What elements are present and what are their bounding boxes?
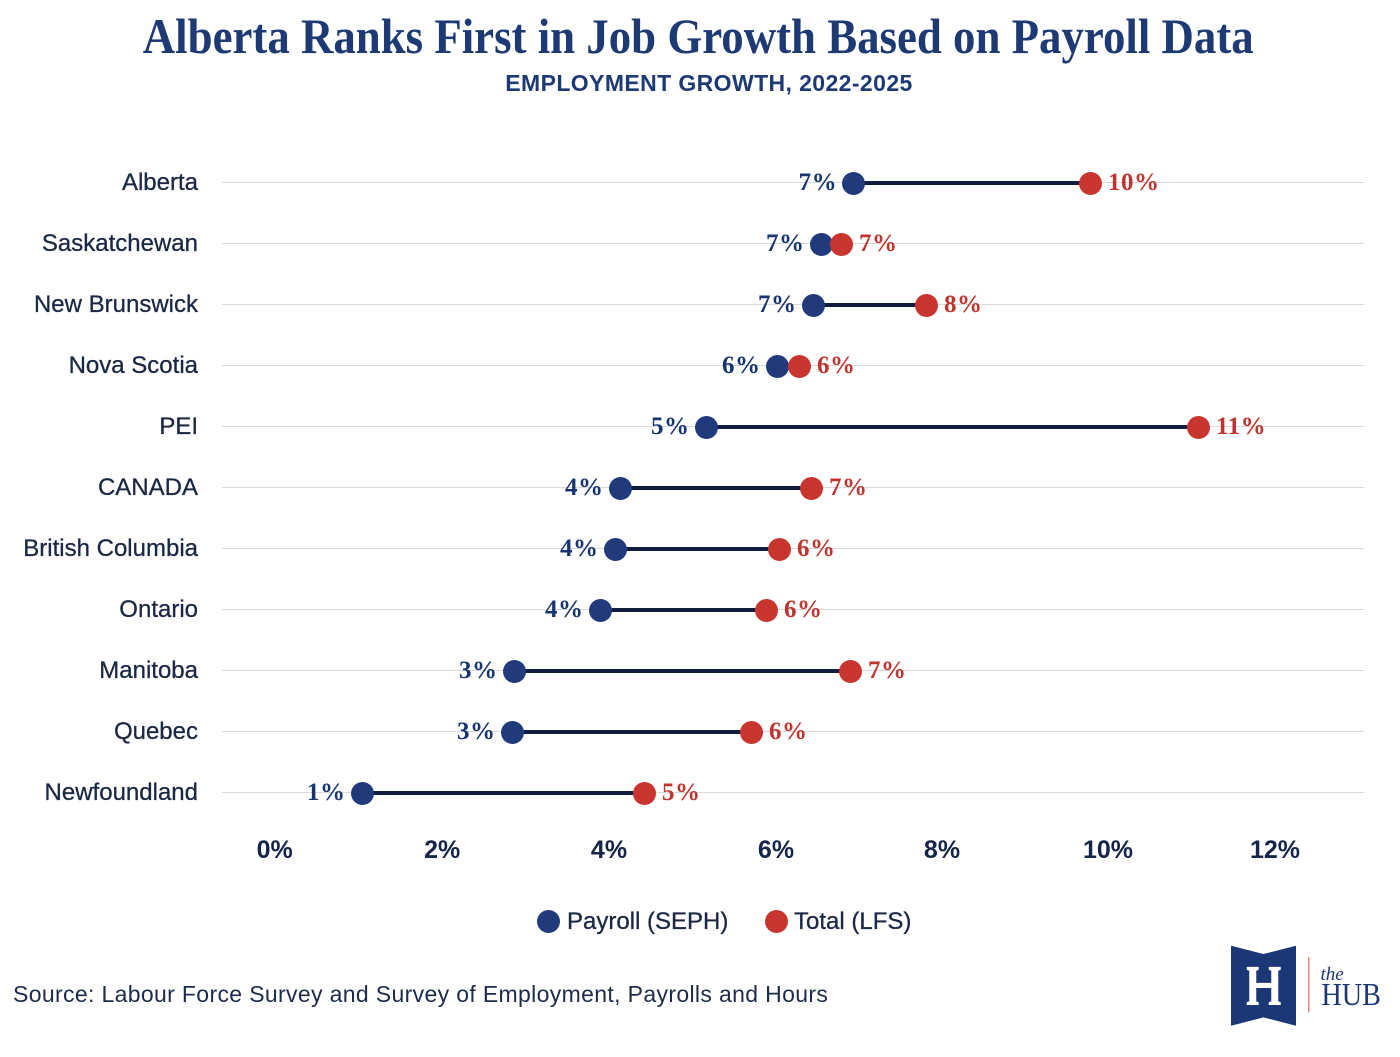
svg-text:HUB: HUB (1321, 976, 1381, 1012)
svg-text:the: the (1321, 964, 1344, 985)
